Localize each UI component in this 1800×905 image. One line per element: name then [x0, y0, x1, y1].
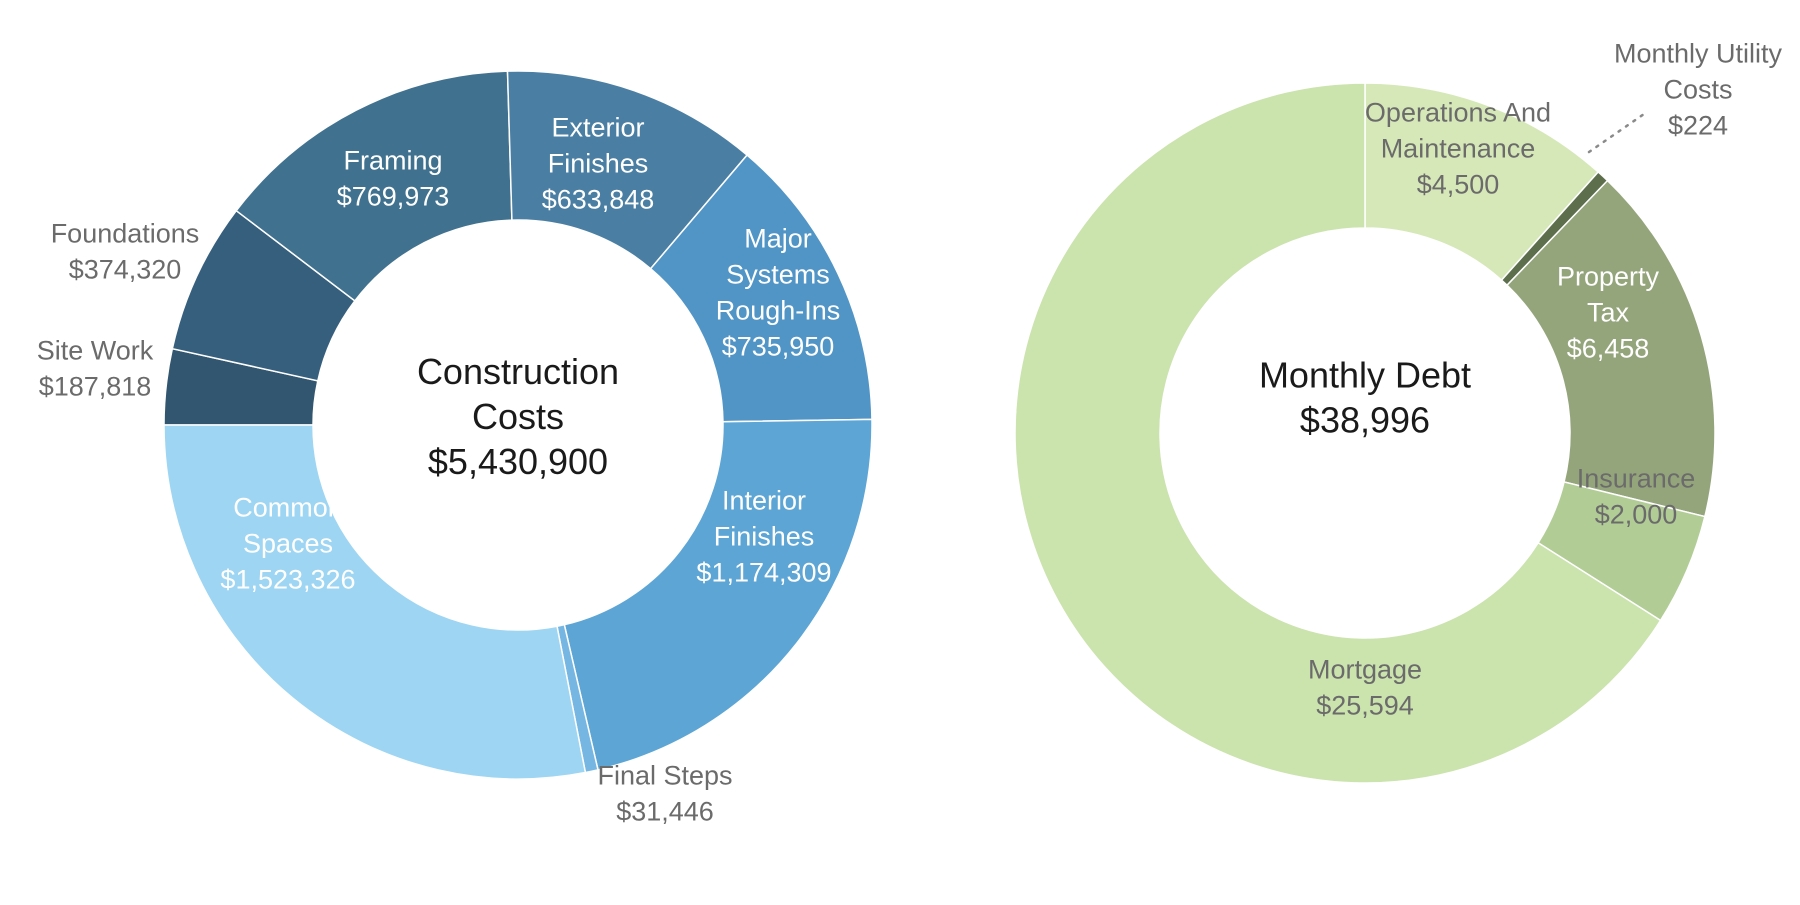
center-label-line-2: $38,996 [1300, 399, 1430, 440]
slice-label-foundations-line-2: $374,320 [69, 255, 182, 285]
slice-property-tax [1505, 179, 1716, 518]
slice-label-common-spaces-line-2: Spaces [243, 529, 333, 559]
slice-label-major-systems-rough-ins-line-3: Rough-Ins [716, 296, 841, 326]
slice-common-spaces [163, 424, 587, 780]
slice-label-foundations-line-1: Foundations [51, 219, 200, 249]
slice-label-site-work-line-2: $187,818 [39, 372, 152, 402]
slice-label-property-tax-line-3: $6,458 [1567, 334, 1650, 364]
slice-label-insurance-line-1: Insurance [1577, 464, 1696, 494]
slice-label-exterior-finishes-line-2: Finishes [548, 149, 649, 179]
slice-label-property-tax-line-2: Tax [1587, 298, 1630, 328]
leader-line [1587, 112, 1646, 154]
slice-mortgage [1014, 82, 1662, 784]
slice-label-exterior-finishes-line-3: $633,848 [542, 185, 655, 215]
slice-label-framing-line-1: Framing [343, 146, 442, 176]
slice-label-mortgage-line-1: Mortgage [1308, 655, 1422, 685]
slice-label-common-spaces-line-3: $1,523,326 [220, 565, 355, 595]
slice-label-major-systems-rough-ins-line-2: Systems [726, 260, 830, 290]
slice-label-major-systems-rough-ins-line-4: $735,950 [722, 332, 835, 362]
slice-label-insurance-line-2: $2,000 [1595, 500, 1678, 530]
slice-label-exterior-finishes-line-1: Exterior [551, 113, 644, 143]
slice-label-final-steps-line-2: $31,446 [616, 797, 714, 827]
slice-label-mortgage-line-2: $25,594 [1316, 691, 1414, 721]
center-label-line-1: Construction [417, 351, 619, 392]
slice-label-operations-and-maintenance-line-1: Operations And [1365, 98, 1551, 128]
slice-label-common-spaces-line-1: Common [233, 493, 343, 523]
slice-label-major-systems-rough-ins-line-1: Major [744, 224, 812, 254]
slice-label-interior-finishes-line-1: Interior [722, 486, 806, 516]
slice-label-operations-and-maintenance-line-2: Maintenance [1381, 134, 1536, 164]
slice-major-systems-rough-ins [649, 154, 873, 423]
slice-label-monthly-utility-costs-line-1: Monthly Utility [1614, 39, 1783, 69]
slice-label-monthly-utility-costs-line-2: Costs [1663, 75, 1732, 105]
center-label-line-3: $5,430,900 [428, 441, 608, 482]
slice-label-framing-line-2: $769,973 [337, 182, 450, 212]
construction-costs-donut: Site Work $187,818 Foundations $374,320 Fram… [37, 70, 873, 827]
slice-label-interior-finishes-line-2: Finishes [714, 522, 815, 552]
slice-label-operations-and-maintenance-line-3: $4,500 [1417, 170, 1500, 200]
slice-label-site-work-line-1: Site Work [37, 336, 154, 366]
slice-framing [235, 70, 513, 302]
center-label-line-1: Monthly Debt [1259, 354, 1471, 395]
slice-label-interior-finishes-line-3: $1,174,309 [696, 558, 831, 588]
slice-interior-finishes [563, 418, 873, 771]
slice-label-monthly-utility-costs-line-3: $224 [1668, 111, 1728, 141]
slice-label-final-steps-line-1: Final Steps [597, 761, 732, 791]
monthly-debt-donut: Operations And Maintenance $4,500 Monthly U… [1014, 39, 1783, 784]
slice-label-property-tax-line-1: Property [1557, 262, 1660, 292]
center-label-line-2: Costs [472, 396, 564, 437]
